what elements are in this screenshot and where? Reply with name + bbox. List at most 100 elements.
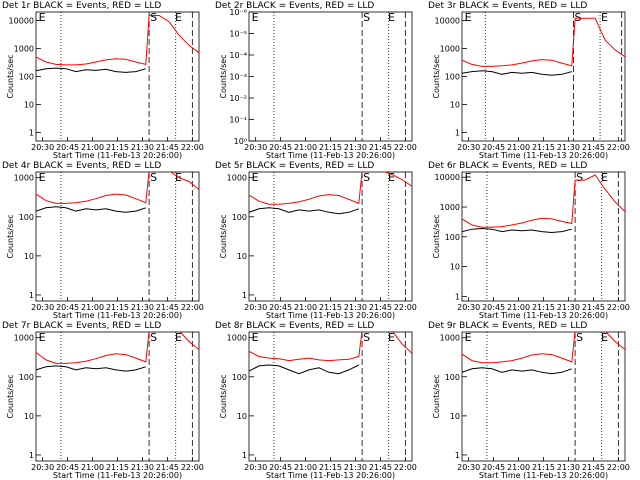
x-tick-label: 21:15 [532,303,555,312]
y-tick-label: 1 [455,129,460,138]
plot-frame [461,331,626,462]
chart-title: Det 4r BLACK = Events, RED = LLD [2,161,161,171]
annotation: S [574,11,581,24]
y-tick-label: 10⁻¹ [229,116,247,125]
annotation: E [388,331,395,344]
y-tick-label: 1 [29,451,34,460]
series-line [462,70,572,76]
annotation: S [576,331,583,344]
annotation: E [601,11,608,24]
x-tick-label: 22:00 [607,143,630,152]
series-line [36,67,146,73]
panel: Det 2r BLACK = Events, RED = LLD 20:30 20:… [215,1,417,160]
annotation: E [39,331,46,344]
annotation: S [150,331,157,344]
y-axis-label: Counts/sec [219,54,228,98]
y-tick-label: 100 [232,373,247,382]
y-axis-label: Counts/sec [6,54,15,98]
x-axis-label: Start Time (11-Feb-13 20:26:00) [266,471,395,480]
chart-title: Det 7r BLACK = Events, RED = LLD [2,321,161,331]
series-line [249,364,360,375]
y-tick-label: 10⁻⁴ [229,51,247,60]
x-tick-label: 21:30 [131,143,154,152]
annotation: S [150,11,157,24]
annotation: E [388,171,395,184]
series-line [249,207,359,215]
x-tick-label: 21:45 [369,303,392,312]
y-axis-label: Counts/sec [6,374,15,418]
annotation: E [175,11,182,24]
annotation: E [252,331,259,344]
chart-title: Det 6r BLACK = Events, RED = LLD [428,161,587,171]
x-tick-label: 22:00 [181,143,204,152]
chart-title: Det 2r BLACK = Events, RED = LLD [215,1,374,11]
y-axis-label: Counts/sec [219,214,228,258]
annotation: E [601,171,608,184]
y-tick-label: 1000 [14,44,34,53]
x-axis-label: Start Time (11-Feb-13 20:26:00) [479,311,608,320]
y-axis-label: Counts/sec [432,374,441,418]
x-tick-label: 20:45 [269,303,292,312]
x-tick-label: 21:15 [319,143,342,152]
y-tick-label: 1000 [227,334,247,343]
y-tick-label: 10 [24,252,34,261]
y-tick-label: 10⁻⁶ [229,8,247,17]
x-tick-label: 22:00 [181,303,204,312]
y-tick-label: 1 [455,451,460,460]
y-tick-label: 1 [242,291,247,300]
x-tick-label: 21:00 [294,143,317,152]
chart-title: Det 9r BLACK = Events, RED = LLD [428,321,587,331]
annotation: S [363,11,370,24]
x-tick-label: 21:45 [156,143,179,152]
x-tick-label: 21:30 [344,463,367,472]
y-tick-label: 1000 [440,44,460,53]
x-tick-label: 20:30 [457,303,480,312]
x-tick-label: 21:15 [106,463,129,472]
plot-frame [461,171,626,302]
x-tick-label: 21:45 [369,143,392,152]
x-tick-label: 21:15 [532,463,555,472]
x-tick-label: 21:30 [344,143,367,152]
plot-frame [248,171,413,302]
series-line [462,332,625,364]
plot-frame [35,171,200,302]
y-axis-label: Counts/sec [6,214,15,258]
chart-title: Det 5r BLACK = Events, RED = LLD [215,161,374,171]
y-tick-label: 10 [450,263,460,272]
y-tick-label: 10⁻⁵ [229,30,247,39]
y-tick-label: 1000 [440,203,460,212]
y-axis-label: Counts/sec [432,54,441,98]
x-tick-label: 21:45 [582,303,605,312]
x-tick-label: 21:00 [507,303,530,312]
y-axis-label: Counts/sec [432,214,441,258]
y-tick-label: 10000 [435,16,460,25]
x-tick-label: 22:00 [394,303,417,312]
panel: Det 3r BLACK = Events, RED = LLD 20:30 20:… [428,1,630,160]
x-tick-label: 20:45 [56,463,79,472]
x-tick-label: 21:45 [156,463,179,472]
x-tick-label: 21:15 [319,303,342,312]
annotation: E [175,331,182,344]
series-line [36,172,199,204]
annotation: E [465,11,472,24]
annotation: E [388,11,395,24]
x-tick-label: 20:45 [56,303,79,312]
series-line [462,227,572,234]
x-tick-label: 21:30 [557,463,580,472]
plot-frame [35,11,200,142]
y-tick-label: 100 [19,213,34,222]
annotation: S [363,171,370,184]
series-line [462,17,625,67]
panel: Det 9r BLACK = Events, RED = LLD 20:30 20:… [428,321,630,480]
panel: Det 8r BLACK = Events, RED = LLD 20:30 20:… [215,321,417,480]
annotation: E [465,171,472,184]
x-tick-label: 21:00 [294,303,317,312]
annotation: E [252,171,259,184]
x-tick-label: 21:15 [319,463,342,472]
y-tick-label: 100 [19,73,34,82]
series-line [462,174,625,228]
x-tick-label: 22:00 [394,143,417,152]
y-tick-label: 10⁻² [229,94,247,103]
